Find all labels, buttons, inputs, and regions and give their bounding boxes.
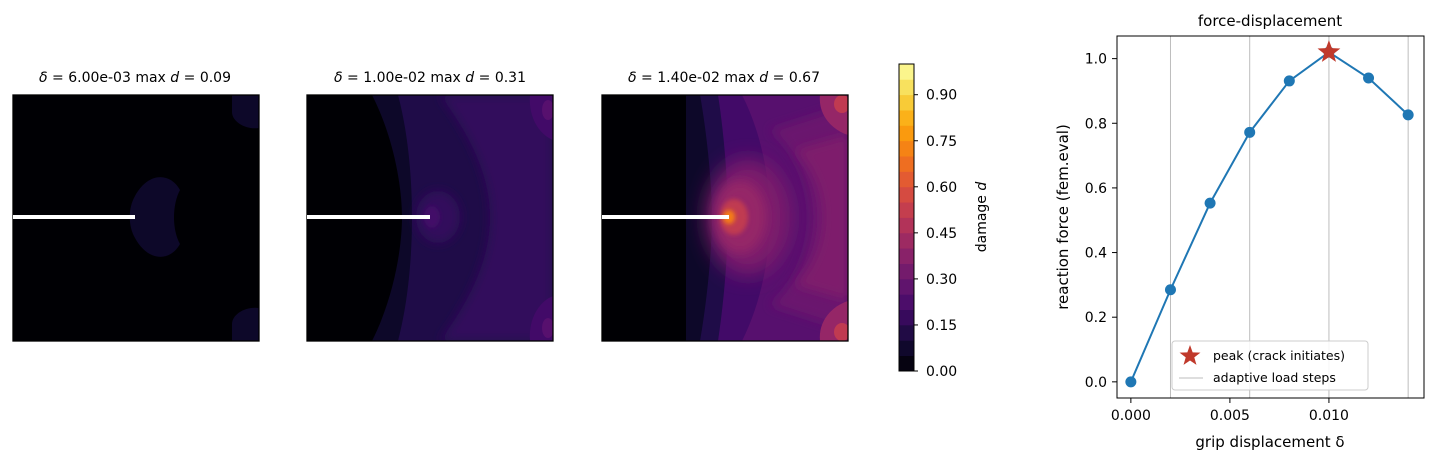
colorbar-bands bbox=[899, 64, 914, 372]
colorbar-band bbox=[899, 140, 914, 157]
x-ticks: 0.000 0.005 0.010 bbox=[1111, 398, 1349, 424]
colorbar-band bbox=[899, 202, 914, 218]
colorbar-band bbox=[899, 324, 914, 341]
y-ticks: 0.0 0.2 0.4 0.6 0.8 1.0 bbox=[1085, 52, 1117, 391]
chart-title: force-displacement bbox=[1198, 12, 1342, 30]
x-tick-label: 0.000 bbox=[1111, 408, 1151, 424]
peak-star-marker bbox=[1317, 40, 1341, 62]
damage-field-2 bbox=[307, 95, 553, 341]
colorbar-band bbox=[899, 248, 914, 264]
colorbar-band bbox=[899, 171, 914, 188]
colorbar-tick-label: 0.45 bbox=[926, 226, 957, 242]
damage-panel-2: δ = 1.00e-02 max d = 0.31 bbox=[306, 70, 554, 342]
colorbar-band bbox=[899, 156, 914, 172]
data-point bbox=[1244, 126, 1256, 138]
colorbar-band bbox=[899, 217, 914, 234]
colorbar-band bbox=[899, 340, 914, 357]
colorbar-band bbox=[899, 79, 914, 96]
colorbar-label: damage d bbox=[974, 182, 990, 253]
colorbar-band bbox=[899, 64, 914, 80]
legend: peak (crack initiates) adaptive load ste… bbox=[1171, 340, 1369, 391]
colorbar-tick-label: 0.30 bbox=[926, 272, 957, 288]
data-point bbox=[1164, 284, 1176, 296]
data-point bbox=[1283, 75, 1295, 87]
legend-steps-label: adaptive load steps bbox=[1213, 370, 1336, 385]
panel-2-title: δ = 1.00e-02 max d = 0.31 bbox=[334, 70, 526, 86]
y-tick-label: 0.8 bbox=[1085, 116, 1107, 132]
y-tick-label: 0.0 bbox=[1085, 375, 1107, 391]
colorbar-band bbox=[899, 278, 914, 295]
x-axis-label: grip displacement δ bbox=[1195, 433, 1344, 451]
colorbar-ticks: 0.00 0.15 0.30 0.45 0.60 0.75 0.90 bbox=[914, 88, 957, 380]
colorbar-band bbox=[899, 125, 914, 142]
y-axis-label: reaction force (fem.eval) bbox=[1054, 124, 1072, 310]
y-tick-label: 0.6 bbox=[1085, 181, 1107, 197]
colorbar-tick-label: 0.60 bbox=[926, 180, 957, 196]
data-point bbox=[1204, 197, 1216, 209]
x-tick-label: 0.005 bbox=[1210, 408, 1250, 424]
colorbar-band bbox=[899, 294, 914, 310]
force-displacement-line bbox=[1129, 50, 1409, 383]
x-tick-label: 0.010 bbox=[1309, 408, 1349, 424]
colorbar-band bbox=[899, 263, 914, 280]
panel-3-title: δ = 1.40e-02 max d = 0.67 bbox=[628, 70, 820, 86]
y-tick-label: 0.2 bbox=[1085, 310, 1107, 326]
legend-star-icon bbox=[1179, 345, 1201, 365]
data-point bbox=[1363, 72, 1375, 84]
colorbar-band bbox=[899, 232, 914, 249]
colorbar-tick-label: 0.00 bbox=[926, 364, 957, 380]
colorbar-band bbox=[899, 94, 914, 111]
panel-1-title: δ = 6.00e-03 max d = 0.09 bbox=[39, 70, 231, 86]
colorbar-tick-label: 0.15 bbox=[926, 318, 957, 334]
y-tick-label: 1.0 bbox=[1085, 52, 1107, 68]
colorbar-band bbox=[899, 110, 914, 126]
colorbar-band bbox=[899, 309, 914, 326]
damage-field-3 bbox=[602, 95, 848, 341]
damage-panel-1: δ = 6.00e-03 max d = 0.09 bbox=[12, 70, 260, 342]
force-displacement-chart: force-displacement 0.000 0.005 0.010 0.00.… bbox=[1054, 12, 1425, 451]
legend-peak-label: peak (crack initiates) bbox=[1213, 348, 1345, 363]
y-tick-label: 0.4 bbox=[1085, 246, 1107, 262]
data-point bbox=[1402, 109, 1414, 121]
colorbar-band bbox=[899, 186, 914, 203]
load-step-lines bbox=[1169, 36, 1409, 398]
colorbar: 0.00 0.15 0.30 0.45 0.60 0.75 0.90 damage d bbox=[898, 63, 990, 380]
data-points bbox=[1125, 46, 1414, 388]
colorbar-tick-label: 0.90 bbox=[926, 88, 957, 104]
damage-panel-3: δ = 1.40e-02 max d = 0.67 bbox=[601, 70, 849, 342]
data-point bbox=[1125, 376, 1137, 388]
colorbar-band bbox=[899, 355, 914, 372]
colorbar-tick-label: 0.75 bbox=[926, 134, 957, 150]
